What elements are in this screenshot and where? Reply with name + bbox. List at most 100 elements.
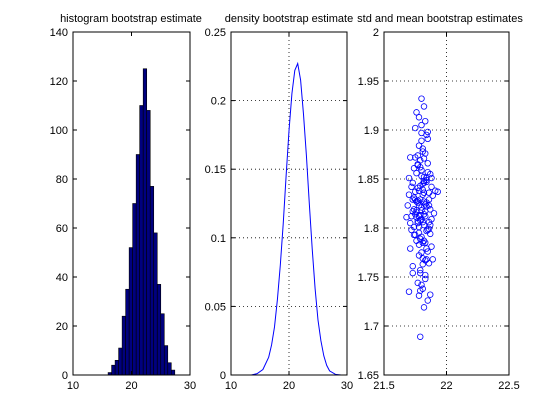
- histogram-y-tick-label: 60: [56, 223, 68, 235]
- scatter-y-tick-label: 1.7: [364, 321, 379, 333]
- scatter-panel: std and mean bootstrap estimates 21.5 22 2…: [357, 13, 523, 392]
- scatter-point: [434, 188, 441, 195]
- scatter-point: [423, 176, 430, 184]
- histogram-x-tick-label: 10: [67, 380, 79, 392]
- scatter-point: [430, 210, 438, 217]
- scatter-point: [410, 231, 418, 239]
- scatter-point: [404, 202, 411, 209]
- histogram-bar: [163, 345, 169, 375]
- density-plot-area: 10 20 30 0 0.05 0.1 0.15 0.2 0.25: [205, 27, 354, 392]
- scatter-point: [410, 194, 418, 201]
- scatter-y-tick-label: 2: [373, 27, 379, 39]
- scatter-point: [427, 221, 434, 229]
- scatter-point: [424, 135, 431, 143]
- histogram-bar: [160, 313, 165, 375]
- histogram-bar: [128, 247, 133, 375]
- histogram-bar: [149, 186, 155, 375]
- scatter-point: [423, 199, 430, 206]
- scatter-point: [408, 183, 415, 191]
- scatter-point: [424, 128, 431, 136]
- scatter-x-tick-label: 21.5: [373, 380, 394, 392]
- density-line: [251, 61, 347, 375]
- scatter-point: [417, 333, 424, 340]
- scatter-point: [413, 237, 420, 244]
- histogram-y-tick-label: 0: [62, 370, 68, 382]
- scatter-point: [417, 164, 424, 171]
- scatter-point: [413, 207, 420, 214]
- scatter-point: [414, 279, 421, 287]
- histogram-bar: [111, 364, 116, 375]
- scatter-point: [403, 214, 410, 221]
- scatter-point: [408, 213, 415, 220]
- scatter-point: [414, 152, 421, 159]
- scatter-point: [424, 160, 431, 167]
- scatter-y-tick-label: 1.65: [358, 370, 379, 382]
- scatter-point: [417, 287, 424, 294]
- scatter-point: [427, 291, 434, 298]
- density-panel: density bootstrap estimate 10 20 30 0 0.05 0.…: [205, 13, 354, 392]
- scatter-point: [423, 245, 430, 252]
- histogram-panel: histogram bootstrap estimate 10 20 30 0 20 40…: [50, 13, 202, 392]
- scatter-point: [418, 129, 425, 137]
- scatter-point: [407, 154, 414, 161]
- scatter-point: [412, 124, 419, 132]
- scatter-point: [414, 199, 421, 206]
- scatter-point: [418, 95, 425, 102]
- scatter-point: [417, 235, 424, 242]
- scatter-point: [409, 179, 416, 187]
- scatter-point: [417, 212, 424, 219]
- scatter-point: [419, 261, 426, 268]
- histogram-bar: [156, 284, 162, 375]
- scatter-point: [424, 248, 431, 255]
- scatter-y-tick-label: 1.95: [358, 76, 379, 88]
- scatter-point: [409, 269, 416, 277]
- histogram-x-tick-label: 20: [125, 380, 137, 392]
- scatter-y-tick-label: 1.8: [364, 223, 379, 235]
- histogram-bar: [118, 347, 123, 375]
- scatter-point: [420, 155, 428, 162]
- histogram-bar: [153, 232, 158, 375]
- scatter-x-tick-label: 22.5: [498, 380, 519, 392]
- density-x-tick-label: 30: [341, 380, 353, 392]
- histogram-bar: [132, 203, 137, 375]
- density-axes-background: [231, 32, 347, 375]
- histogram-bar: [125, 288, 130, 375]
- scatter-point: [414, 219, 421, 227]
- scatter-point: [425, 189, 433, 196]
- scatter-point: [428, 183, 435, 191]
- scatter-point: [414, 184, 421, 192]
- scatter-point: [418, 281, 425, 289]
- scatter-point: [407, 245, 414, 252]
- scatter-point: [409, 196, 416, 203]
- histogram-y-tick-label: 120: [50, 76, 68, 88]
- scatter-point: [419, 145, 426, 152]
- histogram-bar: [142, 68, 148, 375]
- scatter-point: [422, 271, 429, 279]
- scatter-y-tick-label: 1.85: [358, 174, 379, 186]
- scatter-point: [409, 208, 416, 215]
- scatter-point: [429, 256, 436, 263]
- density-y-tick-label: 0.05: [205, 301, 226, 313]
- scatter-point: [415, 187, 423, 194]
- scatter-point: [418, 233, 425, 241]
- scatter-point: [415, 114, 423, 121]
- histogram-bar: [170, 369, 176, 375]
- scatter-point: [419, 148, 426, 155]
- histogram-y-tick-label: 140: [50, 27, 68, 39]
- scatter-point: [420, 304, 428, 311]
- scatter-axes-background: [384, 32, 509, 375]
- density-x-tick-label: 20: [283, 380, 295, 392]
- scatter-point: [417, 266, 424, 274]
- density-x-tick-label: 10: [225, 380, 237, 392]
- scatter-x-tick-label: 22: [440, 380, 452, 392]
- scatter-point: [427, 170, 434, 178]
- histogram-y-tick-label: 40: [56, 272, 68, 284]
- scatter-point: [405, 191, 413, 198]
- scatter-point: [418, 137, 425, 144]
- scatter-point: [422, 275, 429, 283]
- scatter-point: [419, 218, 426, 226]
- histogram-bar: [121, 315, 126, 375]
- scatter-point: [424, 297, 431, 304]
- scatter-y-tick-label: 1.9: [364, 125, 379, 137]
- histogram-bar: [139, 105, 144, 375]
